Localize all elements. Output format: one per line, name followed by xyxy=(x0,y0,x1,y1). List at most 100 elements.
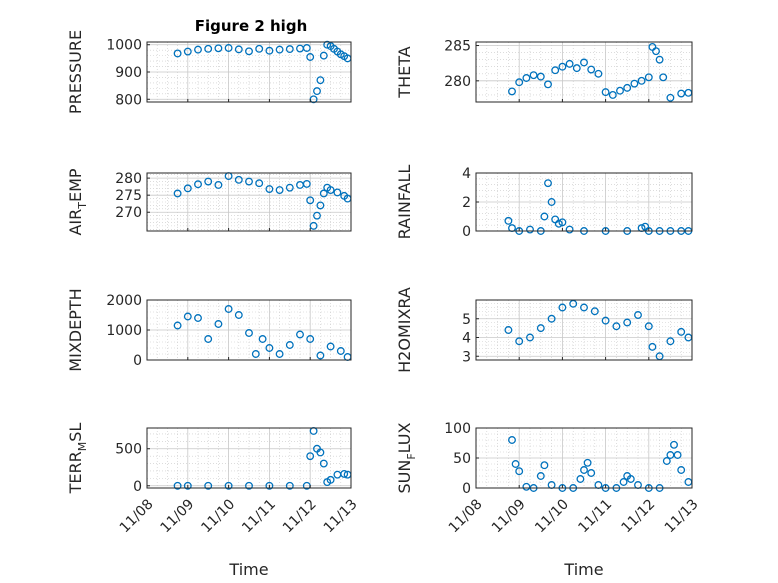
data-point xyxy=(590,307,599,316)
y-tick-label: 4 xyxy=(462,331,471,347)
data-point xyxy=(616,86,624,95)
y-tick-label: 2000 xyxy=(106,293,142,309)
data-point xyxy=(258,335,267,343)
data-point xyxy=(623,83,632,92)
data-point xyxy=(536,324,545,333)
data-point xyxy=(326,342,335,351)
y-tick-label: 5 xyxy=(462,312,471,328)
data-point xyxy=(265,344,274,352)
data-point xyxy=(508,436,516,444)
data-point xyxy=(194,45,202,54)
data-point xyxy=(515,467,524,476)
data-point xyxy=(173,189,182,198)
data-point xyxy=(526,333,534,342)
data-point xyxy=(204,481,213,490)
data-point xyxy=(522,74,531,82)
data-point xyxy=(601,88,610,97)
data-point xyxy=(285,341,294,349)
data-point xyxy=(245,481,253,490)
subplot-pressure: 800 900 1000 PRESSURE xyxy=(66,30,352,114)
data-point xyxy=(558,218,567,227)
data-point xyxy=(183,47,192,56)
data-point xyxy=(536,72,545,81)
data-point xyxy=(309,221,318,230)
y-tick-label: 2 xyxy=(462,195,471,211)
y-axis-label: SUNFLUX xyxy=(395,422,418,493)
y-tick-label: 0 xyxy=(133,353,142,369)
data-point xyxy=(558,62,567,71)
data-point xyxy=(296,330,304,339)
data-point xyxy=(333,188,342,197)
data-point xyxy=(285,183,294,192)
data-point xyxy=(554,219,563,228)
data-point xyxy=(594,69,603,78)
data-point xyxy=(529,71,538,80)
data-point xyxy=(183,481,192,490)
y-tick-label: 280 xyxy=(115,171,142,187)
data-point xyxy=(316,448,325,457)
data-point xyxy=(659,73,668,82)
figure-title: Figure 2 high xyxy=(195,17,308,35)
data-point xyxy=(637,76,646,85)
data-point xyxy=(580,466,588,474)
data-point xyxy=(648,342,657,351)
data-point xyxy=(572,64,581,73)
x-axis-label: Time xyxy=(563,560,603,579)
data-point xyxy=(326,186,335,195)
data-point xyxy=(214,180,223,189)
y-tick-label: 500 xyxy=(115,442,142,458)
data-point xyxy=(619,478,628,486)
data-point xyxy=(644,322,653,331)
data-point xyxy=(662,457,671,465)
subplot-mixdepth: 0 1000 2000 MIXDEPTH xyxy=(66,288,352,372)
data-point xyxy=(612,322,621,331)
data-point xyxy=(508,87,516,96)
data-point xyxy=(666,337,675,346)
data-point xyxy=(511,460,520,468)
y-axis-label: PRESSURE xyxy=(66,30,85,114)
data-point xyxy=(234,175,243,184)
y-axis-label: THETA xyxy=(395,46,414,98)
data-point xyxy=(558,303,567,312)
data-point xyxy=(673,451,682,459)
data-point xyxy=(224,481,233,490)
data-point xyxy=(565,225,574,234)
x-axis-label: Time xyxy=(228,560,268,579)
data-point xyxy=(547,314,556,323)
axes-box xyxy=(146,427,352,489)
data-point xyxy=(234,311,243,319)
axes-box xyxy=(475,41,693,103)
data-point xyxy=(526,225,534,234)
data-point xyxy=(587,65,596,74)
y-tick-label: 1000 xyxy=(106,323,142,339)
y-axis-label: H2OMIXRA xyxy=(395,287,414,373)
y-tick-label: 3 xyxy=(462,349,471,365)
y-tick-label: 275 xyxy=(115,188,142,204)
data-point xyxy=(173,481,182,490)
y-tick-label: 0 xyxy=(133,479,142,495)
y-axis-label: AIRTEMP xyxy=(66,168,89,235)
data-point xyxy=(194,180,202,189)
data-point xyxy=(224,305,233,313)
y-tick-label: 0 xyxy=(462,481,471,497)
data-point xyxy=(245,47,253,56)
data-point xyxy=(634,311,642,319)
data-point xyxy=(255,44,264,53)
data-point xyxy=(540,212,549,221)
data-point xyxy=(677,89,686,98)
data-point xyxy=(504,216,513,225)
data-point xyxy=(173,321,182,330)
data-point xyxy=(275,45,284,54)
data-point xyxy=(316,76,325,85)
data-point xyxy=(245,329,253,337)
subplot-rainfall: 0 2 4 RAINFALL xyxy=(395,165,693,240)
data-point xyxy=(504,326,513,334)
data-point xyxy=(536,472,545,480)
data-point xyxy=(551,66,560,75)
data-point xyxy=(677,466,686,474)
y-tick-label: 4 xyxy=(462,166,471,182)
data-point xyxy=(319,189,328,198)
data-point xyxy=(194,314,202,322)
